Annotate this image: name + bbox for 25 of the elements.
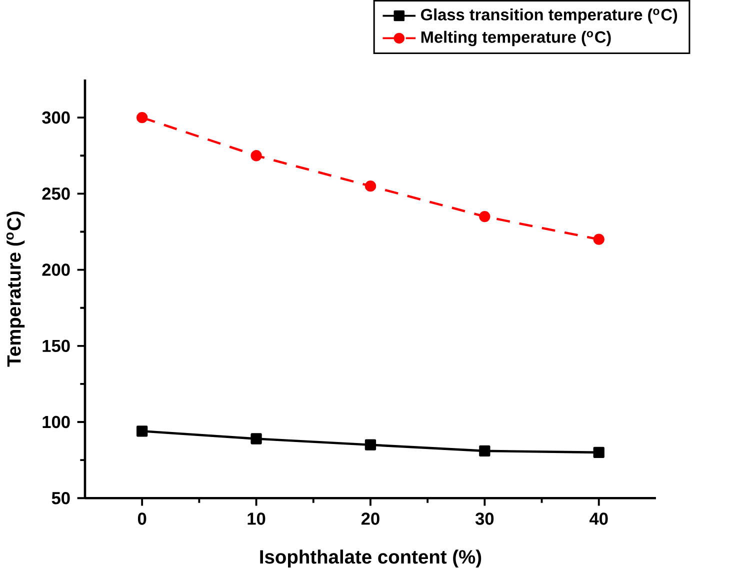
point <box>364 439 376 450</box>
y-tick-label: 300 <box>42 111 70 124</box>
legend-label: Melting temperature ($^{o}$C) <box>421 30 611 46</box>
y-tick-label: 200 <box>42 264 70 276</box>
x-tick-label: 40 <box>590 512 608 525</box>
point <box>136 425 148 437</box>
point <box>479 210 490 222</box>
x-axis-title: Isophthalate content (%) <box>260 550 482 568</box>
point <box>593 446 604 458</box>
legend-label: Glass transition temperature ($^{o}$C) <box>421 8 678 24</box>
point <box>250 433 262 444</box>
point <box>479 445 490 456</box>
point <box>250 150 262 162</box>
x-tick-label: 30 <box>475 512 494 525</box>
y-tick-label: 100 <box>42 416 70 428</box>
point <box>364 180 376 192</box>
y-axis-title: Temperature ($^{o}$C) <box>6 212 25 367</box>
y-tick-label: 50 <box>52 492 70 504</box>
point <box>593 234 604 245</box>
y-tick-label: 250 <box>42 187 70 200</box>
x-tick-label: 20 <box>361 512 380 525</box>
point <box>136 112 148 124</box>
y-tick-label: 150 <box>42 340 70 352</box>
x-tick-label: 0 <box>138 512 146 525</box>
x-tick-label: 10 <box>248 512 266 525</box>
